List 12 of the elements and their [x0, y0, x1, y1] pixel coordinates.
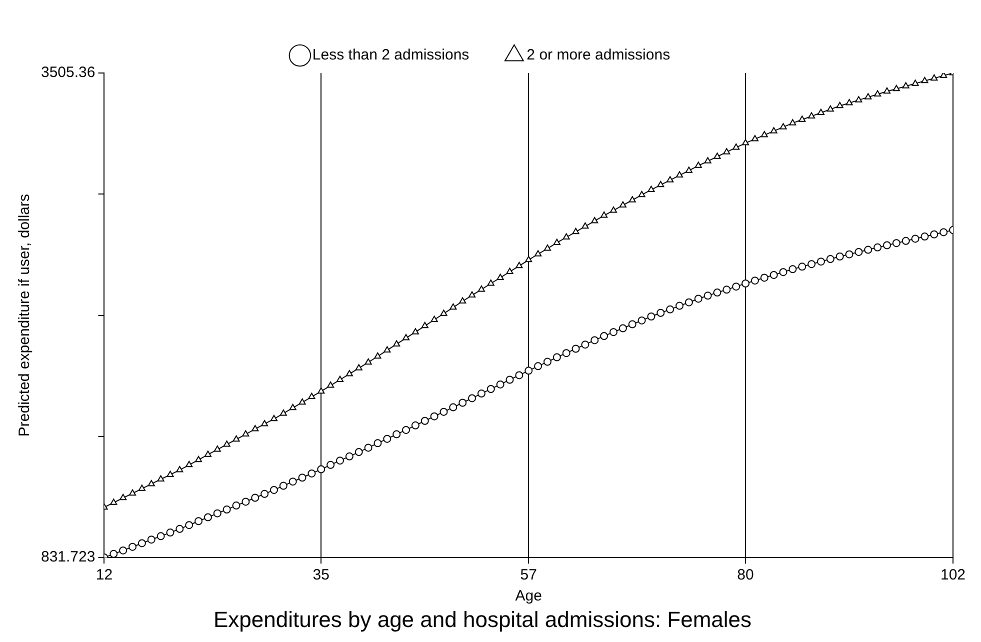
x-tick-label: 80 — [737, 566, 754, 584]
legend-label: Less than 2 admissions — [312, 46, 470, 64]
x-tick-label: 12 — [96, 566, 113, 584]
x-tick-label: 35 — [312, 566, 330, 584]
y-axis-title: Predicted expenditure if user, dollars — [16, 194, 34, 437]
x-axis-title: Age — [515, 588, 542, 605]
legend-label: 2 or more admissions — [526, 46, 670, 64]
text: Expenditures by age and hospital admissions: Females — [213, 606, 752, 632]
y-tick-label: 831.723 — [40, 548, 96, 566]
x-tick-label: 102 — [940, 566, 966, 584]
y-tick-label: 3505.36 — [40, 64, 96, 82]
x-tick-label: 57 — [520, 566, 537, 584]
